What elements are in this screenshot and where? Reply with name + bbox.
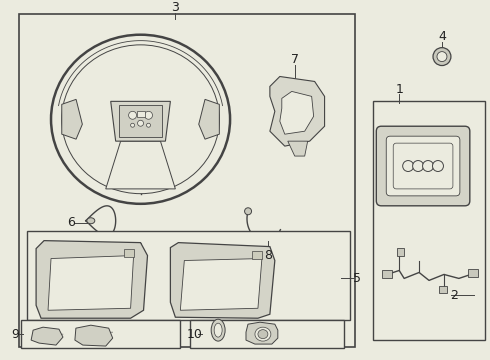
Text: 2: 2	[450, 289, 458, 302]
Ellipse shape	[131, 123, 135, 127]
Ellipse shape	[413, 161, 423, 171]
Bar	[21, 320, 180, 348]
Polygon shape	[111, 102, 171, 141]
Ellipse shape	[128, 111, 137, 119]
Bar	[123, 249, 134, 257]
Bar	[119, 105, 162, 137]
Polygon shape	[106, 141, 175, 189]
Polygon shape	[199, 99, 220, 139]
Ellipse shape	[145, 111, 152, 119]
Bar	[190, 320, 344, 348]
Ellipse shape	[258, 330, 268, 339]
Polygon shape	[270, 76, 324, 146]
Text: 4: 4	[438, 30, 446, 43]
Ellipse shape	[51, 35, 230, 204]
Bar	[252, 251, 262, 258]
Polygon shape	[280, 91, 314, 134]
Ellipse shape	[214, 323, 222, 337]
Ellipse shape	[211, 319, 225, 341]
Bar	[382, 270, 392, 278]
Ellipse shape	[255, 327, 271, 341]
Bar	[439, 287, 447, 293]
Text: 8: 8	[264, 249, 272, 262]
Text: 5: 5	[353, 272, 362, 285]
Bar	[19, 14, 355, 347]
Polygon shape	[246, 322, 278, 344]
Polygon shape	[36, 240, 147, 318]
Text: 7: 7	[291, 53, 299, 66]
Ellipse shape	[147, 123, 150, 127]
Text: 3: 3	[172, 1, 179, 14]
Bar	[137, 111, 145, 117]
FancyBboxPatch shape	[386, 136, 460, 196]
Text: 10: 10	[186, 328, 202, 341]
Polygon shape	[62, 99, 82, 139]
Bar	[468, 270, 478, 278]
Bar	[373, 102, 485, 340]
Ellipse shape	[245, 208, 251, 215]
Polygon shape	[171, 243, 275, 318]
Text: 6: 6	[67, 216, 75, 229]
Text: 9: 9	[11, 328, 19, 341]
FancyBboxPatch shape	[376, 126, 470, 206]
Ellipse shape	[433, 48, 451, 66]
Polygon shape	[31, 327, 63, 345]
Bar	[397, 248, 404, 256]
Ellipse shape	[62, 45, 220, 194]
FancyBboxPatch shape	[393, 143, 453, 189]
Ellipse shape	[87, 218, 95, 224]
Polygon shape	[180, 258, 262, 310]
Bar	[27, 231, 350, 320]
Ellipse shape	[433, 161, 443, 171]
Polygon shape	[75, 325, 113, 346]
Ellipse shape	[138, 120, 144, 126]
Polygon shape	[288, 141, 308, 156]
Ellipse shape	[403, 161, 414, 171]
Text: 1: 1	[395, 83, 403, 96]
Bar	[27, 328, 174, 343]
Ellipse shape	[422, 161, 434, 171]
Ellipse shape	[437, 51, 447, 62]
Polygon shape	[48, 256, 134, 310]
